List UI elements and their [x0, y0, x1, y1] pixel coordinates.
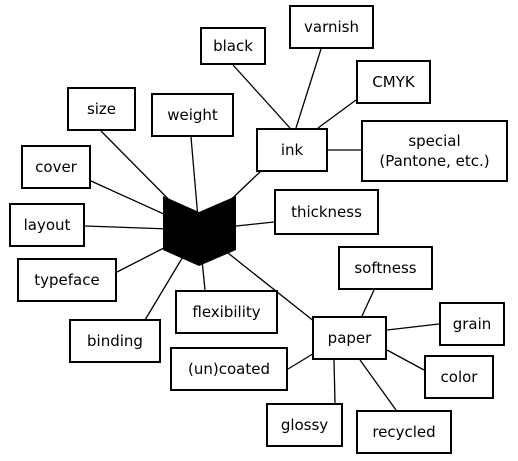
- node-ink: ink: [256, 128, 328, 172]
- node-layout: layout: [9, 203, 85, 247]
- node-binding: binding: [69, 319, 161, 363]
- node-glossy: glossy: [266, 403, 343, 447]
- node-varnish: varnish: [289, 5, 374, 49]
- connector-line: [359, 359, 397, 411]
- connector-line: [333, 359, 336, 404]
- node-cmyk: CMYK: [356, 60, 431, 104]
- connector-line: [287, 351, 317, 370]
- connector-line: [361, 289, 375, 317]
- connector-line: [386, 349, 425, 371]
- node-recycled: recycled: [356, 410, 452, 454]
- connector-line: [386, 323, 440, 331]
- node-typeface: typeface: [17, 258, 117, 302]
- node-flexibility: flexibility: [175, 290, 278, 334]
- node-special: special (Pantone, etc.): [361, 120, 508, 182]
- node-black: black: [200, 27, 266, 65]
- book-icon: [163, 196, 236, 266]
- node-softness: softness: [338, 246, 433, 290]
- node-color: color: [424, 355, 494, 399]
- node-cover: cover: [21, 145, 91, 189]
- node-weight: weight: [151, 93, 234, 137]
- node-size: size: [67, 87, 136, 131]
- node-uncoated: (un)coated: [170, 347, 288, 391]
- node-thickness: thickness: [274, 189, 379, 235]
- connector-line: [232, 64, 291, 129]
- node-paper: paper: [312, 316, 387, 360]
- connector-line: [295, 48, 322, 129]
- node-grain: grain: [439, 302, 505, 346]
- connector-line: [317, 99, 357, 129]
